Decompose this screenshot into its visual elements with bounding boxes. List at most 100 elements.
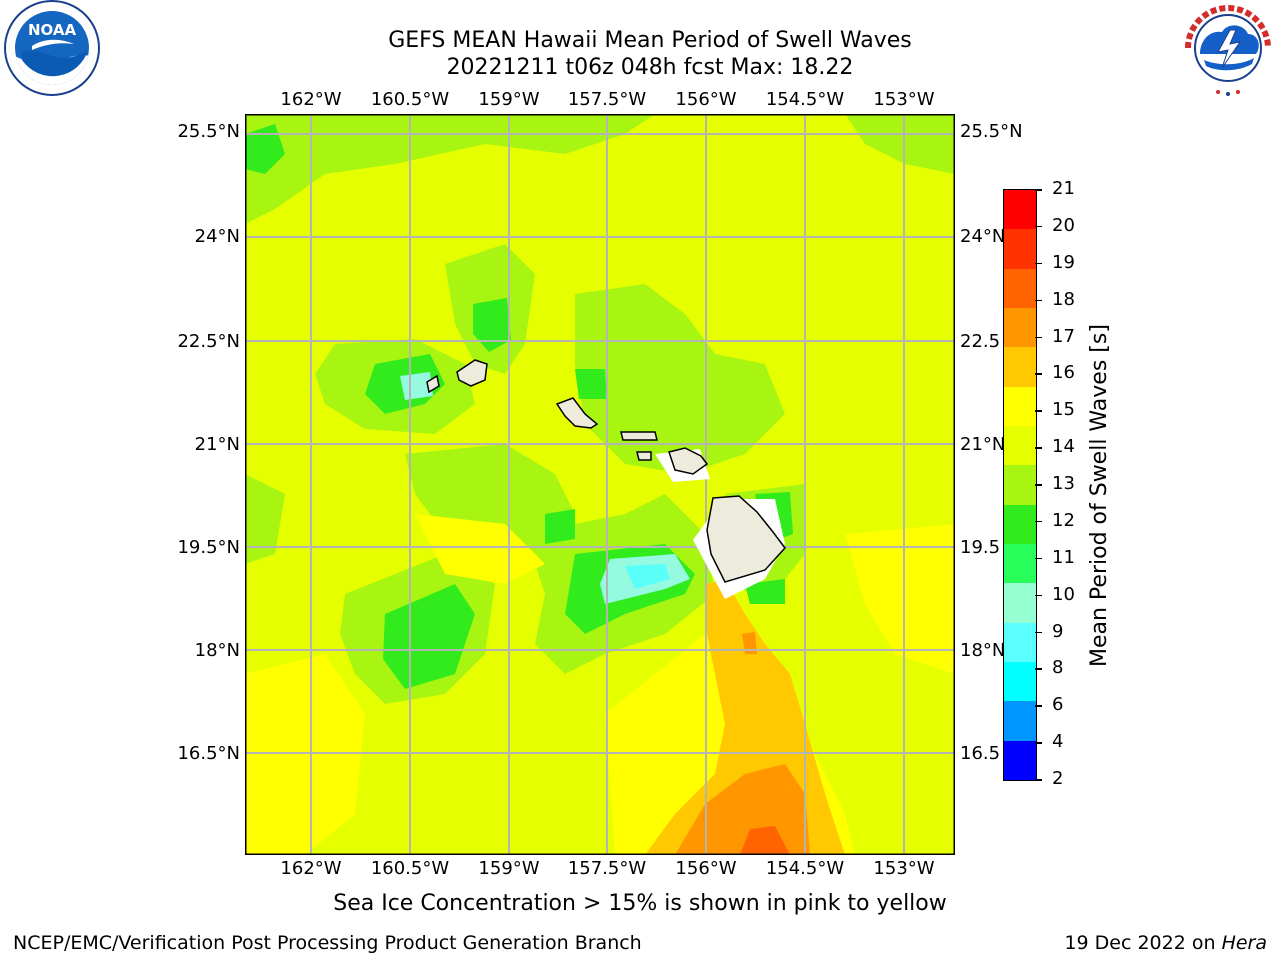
colorbar-segment — [1004, 504, 1036, 545]
lat-label-right: 25.5°N — [960, 121, 1023, 142]
lon-label-top: 153°W — [873, 89, 935, 110]
noaa-logo: NOAA — [4, 0, 100, 96]
field-green-northwest — [473, 298, 511, 352]
field-green-southwest — [383, 584, 475, 689]
colorbar-segment — [1004, 701, 1036, 742]
lat-label-right: 24°N — [960, 226, 1006, 247]
lat-label-left: 25.5°N — [177, 121, 240, 142]
footer-right: 19 Dec 2022 on Hera — [1064, 932, 1267, 954]
colorbar-tick-label: 21 — [1052, 178, 1075, 199]
lon-label-bottom: 153°W — [873, 858, 935, 879]
colorbar-ticks: 21 20 19 18 17 16 15 14 13 12 11 10 9 8 6 4 2 — [1035, 178, 1085, 789]
colorbar-segment — [1004, 190, 1036, 230]
island-hawaii — [706, 495, 786, 583]
lon-label-bottom: 162°W — [280, 858, 342, 879]
colorbar-segment — [1004, 544, 1036, 584]
lon-label-top: 160.5°W — [370, 89, 450, 110]
colorbar-tick-label: 18 — [1052, 288, 1075, 310]
colorbar-tick-mark — [1035, 520, 1042, 523]
colorbar-segment — [1004, 386, 1036, 427]
colorbar-tick-label: 16 — [1052, 362, 1075, 384]
field-darkorange — [740, 826, 790, 855]
colorbar-tick-label: 9 — [1052, 620, 1064, 642]
colorbar-tick-label: 8 — [1052, 657, 1064, 679]
colorbar-tick-mark — [1035, 189, 1042, 191]
colorbar-segment — [1004, 583, 1036, 624]
map-frame — [245, 114, 955, 855]
colorbar-label: Mean Period of Swell Waves [s] — [1087, 324, 1112, 667]
colorbar-tick-label: 4 — [1052, 731, 1064, 753]
colorbar-tick-mark — [1035, 484, 1042, 486]
island-maui — [668, 447, 709, 475]
colorbar-segment — [1004, 268, 1036, 309]
lat-label-right: 18°N — [960, 640, 1006, 661]
colorbar-tick-label: 17 — [1052, 325, 1075, 347]
colorbar-tick-label: 6 — [1052, 694, 1064, 716]
colorbar-segment — [1004, 347, 1036, 388]
graticule — [245, 114, 955, 855]
field-yellow-center — [415, 514, 545, 584]
lat-label-left: 24°N — [194, 226, 240, 247]
sea-ice-note: Sea Ice Concentration > 15% is shown in … — [333, 891, 947, 916]
colorbar-tick-label: 14 — [1052, 436, 1075, 458]
colorbar-segment — [1004, 426, 1036, 466]
island-lanai — [636, 451, 652, 461]
lat-label-right: 16.5 — [960, 743, 1001, 764]
colorbar-tick-label: 19 — [1052, 251, 1075, 273]
lon-label-bottom: 159°W — [478, 858, 540, 879]
lon-label-bottom: 154.5°W — [765, 858, 845, 879]
islands — [426, 359, 786, 583]
colorbar-segment — [1004, 465, 1036, 506]
colorbar-tick-mark — [1035, 705, 1042, 707]
lat-label-left: 22.5°N — [177, 331, 240, 352]
field-lightgreen-center — [575, 284, 785, 474]
chart-title-line2: 20221211 t06z 048h fcst Max: 18.22 — [446, 55, 854, 80]
island-niihau — [426, 374, 440, 394]
lat-label-left: 16.5°N — [177, 743, 240, 764]
colorbar-tick-mark — [1035, 336, 1042, 338]
colorbar-segment — [1004, 308, 1036, 348]
lon-label-bottom: 157.5°W — [567, 858, 647, 879]
nws-logo — [1182, 2, 1274, 96]
lon-label-bottom: 156°W — [675, 858, 737, 879]
field-cyan — [625, 564, 670, 589]
lat-label-right: 19.5 — [960, 537, 1001, 558]
colorbar-tick-mark — [1035, 373, 1042, 375]
lat-label-right: 21°N — [960, 434, 1006, 455]
lat-label-left: 21°N — [194, 434, 240, 455]
lat-label-right: 22.5 — [960, 331, 1001, 352]
colorbar-tick-mark — [1035, 557, 1042, 560]
colorbar-tick-mark — [1035, 225, 1042, 228]
field-yellow-east — [845, 524, 955, 674]
chart-title-line1: GEFS MEAN Hawaii Mean Period of Swell Wa… — [388, 28, 912, 53]
footer-left: NCEP/EMC/Verification Post Processing Pr… — [13, 932, 642, 954]
lon-label-top: 162°W — [280, 89, 342, 110]
colorbar-tick-label: 15 — [1052, 399, 1075, 421]
colorbar-tick-mark — [1035, 631, 1042, 633]
colorbar-tick-label: 13 — [1052, 473, 1075, 494]
island-kauai — [456, 359, 488, 387]
svg-text:NOAA: NOAA — [28, 21, 77, 39]
island-molokai — [620, 431, 658, 441]
island-oahu — [555, 397, 599, 429]
lat-label-left: 19.5°N — [177, 537, 240, 558]
colorbar-segment — [1004, 622, 1036, 663]
colorbar-tick-label: 10 — [1052, 583, 1075, 605]
colorbar-tick-mark — [1035, 262, 1042, 265]
colorbar-tick-mark — [1035, 299, 1042, 302]
colorbar-tick-mark — [1035, 668, 1042, 670]
lat-label-left: 18°N — [194, 640, 240, 661]
field-lightgreen-north — [245, 114, 655, 224]
footer-machine: Hera — [1221, 932, 1267, 954]
footer-date: 19 Dec 2022 on — [1064, 932, 1222, 954]
colorbar-segment — [1004, 740, 1036, 781]
colorbar-tick-mark — [1035, 410, 1042, 412]
colorbar-tick-label: 2 — [1052, 768, 1064, 789]
lon-label-top: 157.5°W — [567, 89, 647, 110]
colorbar-tick-mark — [1035, 742, 1042, 744]
colorbar-tick-label: 12 — [1052, 509, 1075, 531]
colorbar-tick-mark — [1035, 779, 1042, 781]
lon-label-top: 154.5°W — [765, 89, 845, 110]
lon-label-top: 156°W — [675, 89, 737, 110]
colorbar-segment — [1004, 662, 1036, 702]
